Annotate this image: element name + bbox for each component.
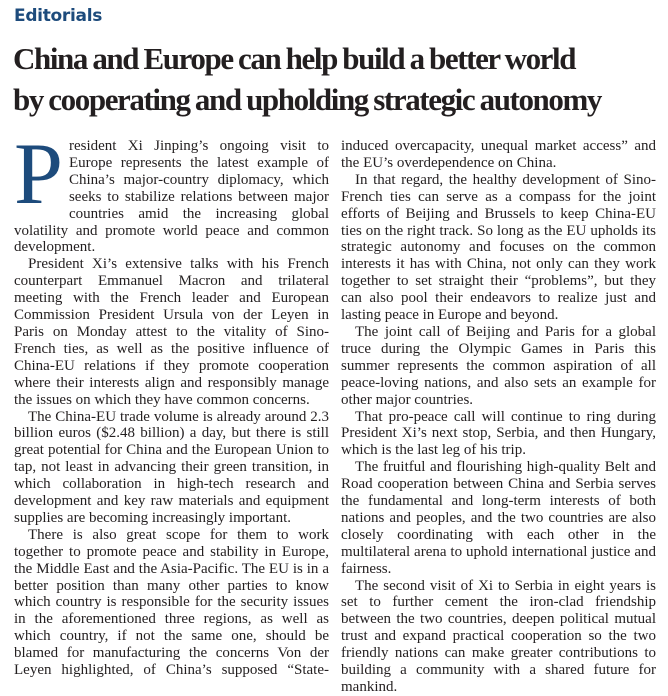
paragraph-1-text: resident Xi Jinping’s ongoing visit to E… xyxy=(14,138,329,256)
headline-line-1: China and Europe can help build a better… xyxy=(13,41,576,76)
headline-line-2: by cooperating and upholding strategic a… xyxy=(13,82,602,117)
drop-cap: P xyxy=(14,126,63,223)
section-label: Editorials xyxy=(14,6,103,26)
paragraph: The second visit of Xi to Serbia in eigh… xyxy=(341,577,656,695)
paragraph: The China-EU trade volume is already aro… xyxy=(14,408,329,526)
paragraph: President Xi’s extensive talks with his … xyxy=(14,256,329,408)
paragraph: The joint call of Beijing and Paris for … xyxy=(341,323,656,408)
headline: China and Europe can help build a better… xyxy=(13,38,658,120)
paragraph: That pro-peace call will continue to rin… xyxy=(341,408,656,459)
paragraph: In that regard, the healthy development … xyxy=(341,171,656,324)
paragraph: There is also great scope for them to wo… xyxy=(14,138,656,679)
paragraph: The fruitful and flourishing high-qualit… xyxy=(341,459,656,577)
